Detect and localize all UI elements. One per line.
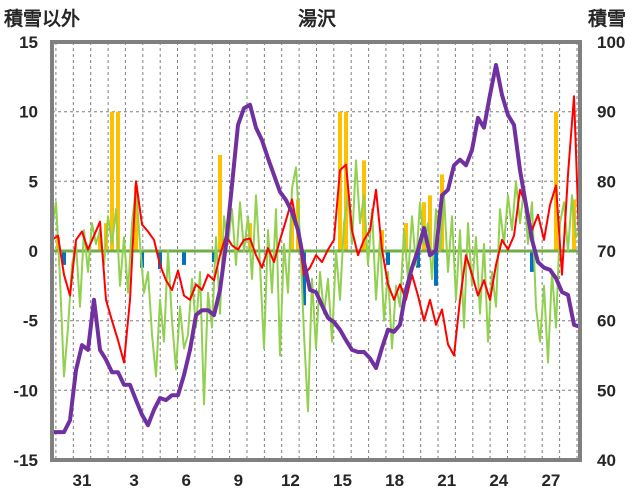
x-tick-label: 6 — [181, 471, 190, 490]
series-2-bar — [158, 251, 162, 270]
series-2-bar — [416, 251, 420, 268]
series-1-bar — [404, 223, 408, 251]
right-tick-label: 90 — [597, 103, 616, 122]
x-axis-ticks: 31 3 6 9 12 15 18 21 24 27 — [73, 471, 561, 490]
left-tick-label: 5 — [29, 172, 38, 191]
chart-title: 湯沢 — [298, 7, 337, 30]
left-axis-ticks: 15 10 5 0 -5 -10 -15 — [13, 33, 38, 470]
x-tick-label: 9 — [234, 471, 243, 490]
series-1-bar — [344, 111, 348, 251]
series-1-bar — [134, 185, 138, 251]
right-tick-label: 100 — [597, 33, 625, 52]
series-1-bar — [428, 195, 432, 251]
x-tick-label: 12 — [281, 471, 300, 490]
plot-frame — [50, 40, 582, 462]
series-5-line — [52, 63, 580, 435]
x-tick-label: 15 — [333, 471, 352, 490]
series-2-bar — [434, 251, 438, 286]
x-tick-label: 31 — [73, 471, 92, 490]
right-tick-label: 80 — [597, 172, 616, 191]
right-tick-label: 50 — [597, 381, 616, 400]
series-2-bar — [182, 251, 186, 265]
series-3-line — [52, 159, 580, 413]
left-tick-label: -5 — [23, 312, 38, 331]
series-2-bar — [62, 251, 66, 265]
left-tick-label: -10 — [13, 381, 38, 400]
series-1-bar — [218, 154, 222, 251]
x-tick-label: 18 — [385, 471, 404, 490]
left-axis-title: 積雪以外 — [4, 7, 80, 30]
series-1-bar — [116, 111, 120, 251]
series-4-line — [52, 95, 580, 364]
series-1-bar — [290, 209, 294, 251]
right-tick-label: 70 — [597, 242, 616, 261]
right-tick-label: 40 — [597, 451, 616, 470]
line-series — [52, 63, 580, 435]
x-tick-label: 21 — [437, 471, 456, 490]
series-2-bar — [302, 251, 306, 306]
series-1-bar — [554, 111, 558, 251]
series-1-bar — [98, 234, 102, 251]
series-1-bar — [110, 111, 114, 251]
series-2-bar — [212, 251, 216, 263]
x-tick-label: 24 — [489, 471, 508, 490]
right-axis-title: 積雪 — [588, 7, 626, 30]
x-tick-label: 3 — [129, 471, 138, 490]
left-tick-label: -15 — [13, 451, 38, 470]
right-tick-label: 60 — [597, 312, 616, 331]
left-tick-label: 0 — [29, 242, 38, 261]
left-tick-label: 15 — [19, 33, 38, 52]
left-tick-label: 10 — [19, 103, 38, 122]
series-2-bar — [386, 251, 390, 265]
right-axis-ticks: 100 90 80 70 60 50 40 — [597, 33, 625, 470]
x-tick-label: 27 — [541, 471, 560, 490]
series-2-bar — [530, 251, 534, 272]
